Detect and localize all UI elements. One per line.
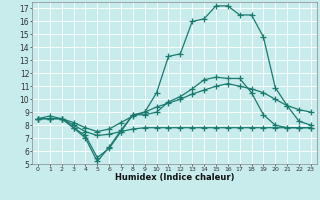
X-axis label: Humidex (Indice chaleur): Humidex (Indice chaleur): [115, 173, 234, 182]
